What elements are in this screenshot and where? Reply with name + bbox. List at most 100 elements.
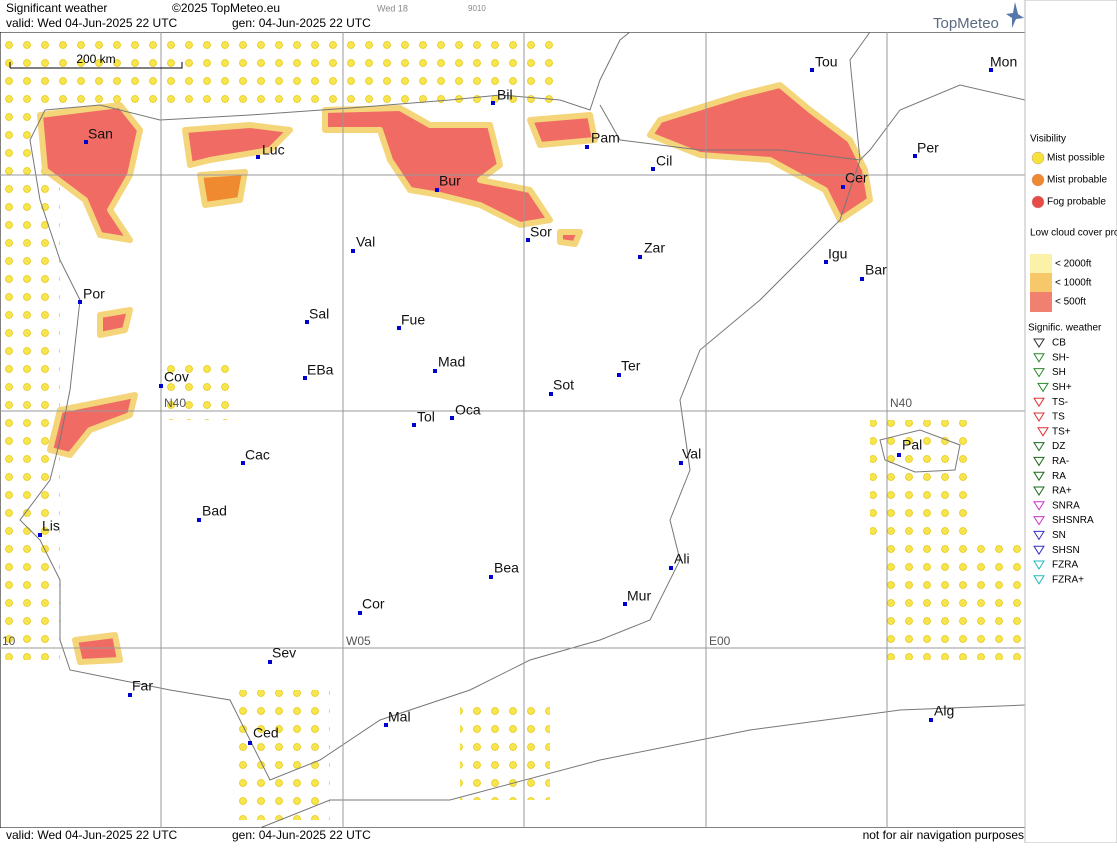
legend-label: < 1000ft — [1055, 278, 1092, 289]
city-label: Cor — [362, 596, 385, 612]
legend-icon — [1033, 442, 1045, 452]
city-label: Cer — [845, 170, 868, 186]
city-label: Bil — [497, 87, 513, 103]
legend-label: RA+ — [1052, 486, 1072, 497]
city-label: San — [88, 126, 113, 142]
city-label: Sev — [272, 645, 296, 661]
city-marker — [638, 255, 642, 259]
graticule — [0, 32, 1025, 828]
city-marker — [450, 416, 454, 420]
city-marker — [435, 188, 439, 192]
code: 9010 — [468, 4, 486, 13]
legend-label: FZRA+ — [1052, 574, 1084, 585]
city-marker — [197, 518, 201, 522]
city-marker — [929, 718, 933, 722]
legend-icon — [1033, 368, 1045, 378]
legend-icon — [1033, 560, 1045, 570]
city-marker — [384, 723, 388, 727]
brand: TopMeteo — [933, 15, 999, 32]
legend-icon — [1033, 575, 1045, 585]
city-marker — [159, 384, 163, 388]
legend-title: Low cloud cover probable — [1030, 228, 1117, 239]
city-label: Pam — [591, 130, 620, 146]
city-label: Fue — [401, 312, 425, 328]
city-marker — [84, 140, 88, 144]
gen: gen: 04-Jun-2025 22 UTC — [232, 16, 371, 30]
legend-label: SHSNRA — [1052, 515, 1094, 526]
legend-icon — [1033, 545, 1045, 556]
legend-label: RA- — [1052, 456, 1069, 467]
legend-label: TS+ — [1052, 426, 1071, 437]
legend-label: TS — [1052, 412, 1065, 423]
city-marker — [358, 611, 362, 615]
legend-icon — [1033, 456, 1045, 467]
city-marker — [241, 461, 245, 465]
grid-label: 10 — [2, 634, 16, 648]
city-label: Igu — [828, 246, 847, 262]
city-marker — [669, 566, 673, 570]
city-marker — [549, 392, 553, 396]
city-marker — [860, 277, 864, 281]
city-label: Ter — [621, 358, 641, 374]
city-label: Bur — [439, 173, 461, 189]
legend-label: FZRA — [1052, 560, 1078, 571]
city-label: Cov — [164, 369, 189, 385]
city-label: Tou — [815, 54, 838, 70]
legend-icon — [1033, 338, 1045, 348]
city-marker — [397, 326, 401, 330]
legend-icon — [1033, 412, 1045, 422]
city-marker — [78, 300, 82, 304]
city-label: Pal — [902, 437, 922, 453]
legend-label: SH+ — [1052, 382, 1072, 393]
city-marker — [489, 575, 493, 579]
city-label: Tol — [417, 409, 435, 425]
scale-label: 200 km — [76, 52, 115, 66]
footer-gen: gen: 04-Jun-2025 22 UTC — [232, 828, 371, 842]
city-marker — [585, 145, 589, 149]
city-label: Luc — [262, 142, 285, 158]
grid-label: W05 — [346, 634, 371, 648]
legend-label: SH — [1052, 367, 1066, 378]
city-marker — [351, 249, 355, 253]
city-marker — [810, 68, 814, 72]
scale-bar — [9, 62, 183, 69]
footer — [0, 828, 1025, 843]
city-marker — [623, 602, 627, 606]
city-label: Oca — [455, 402, 481, 418]
city-label: EBa — [307, 362, 334, 378]
disclaimer: not for air navigation purposes — [863, 828, 1024, 842]
legend-icon — [1033, 516, 1045, 526]
city-marker — [433, 369, 437, 373]
city-label: Zar — [644, 240, 665, 256]
city-label: Alg — [934, 703, 954, 719]
legend-icon — [1037, 382, 1049, 393]
legend-swatch — [1030, 292, 1052, 312]
header — [0, 0, 1025, 32]
city-label: Per — [917, 140, 939, 156]
city-label: Val — [356, 234, 375, 250]
legend-title: Visibility — [1030, 134, 1066, 145]
city-label: Val — [682, 446, 701, 462]
fog-areas — [37, 82, 873, 665]
city-marker — [913, 154, 917, 158]
city-label: Lis — [42, 518, 60, 534]
legend-label: DZ — [1052, 441, 1065, 452]
city-label: Far — [132, 678, 153, 694]
city-label: Cil — [656, 153, 672, 169]
legend-icon — [1031, 195, 1045, 209]
city-marker — [491, 101, 495, 105]
legend-label: Mist possible — [1047, 153, 1105, 164]
city-marker — [268, 660, 272, 664]
legend-icon — [1033, 486, 1045, 496]
legend: Visibility Mist possible Mist probable Fog … — [1028, 134, 1117, 586]
legend-icon — [1033, 353, 1045, 363]
legend-label: Fog probable — [1047, 197, 1106, 208]
city-label: Mad — [438, 354, 465, 370]
city-marker — [303, 376, 307, 380]
city-marker — [128, 693, 132, 697]
city-label: Mur — [627, 588, 651, 604]
city-label: Mal — [388, 709, 411, 725]
legend-icon — [1033, 501, 1045, 511]
legend-label: Mist probable — [1047, 175, 1107, 186]
city-label: Ced — [253, 725, 279, 741]
